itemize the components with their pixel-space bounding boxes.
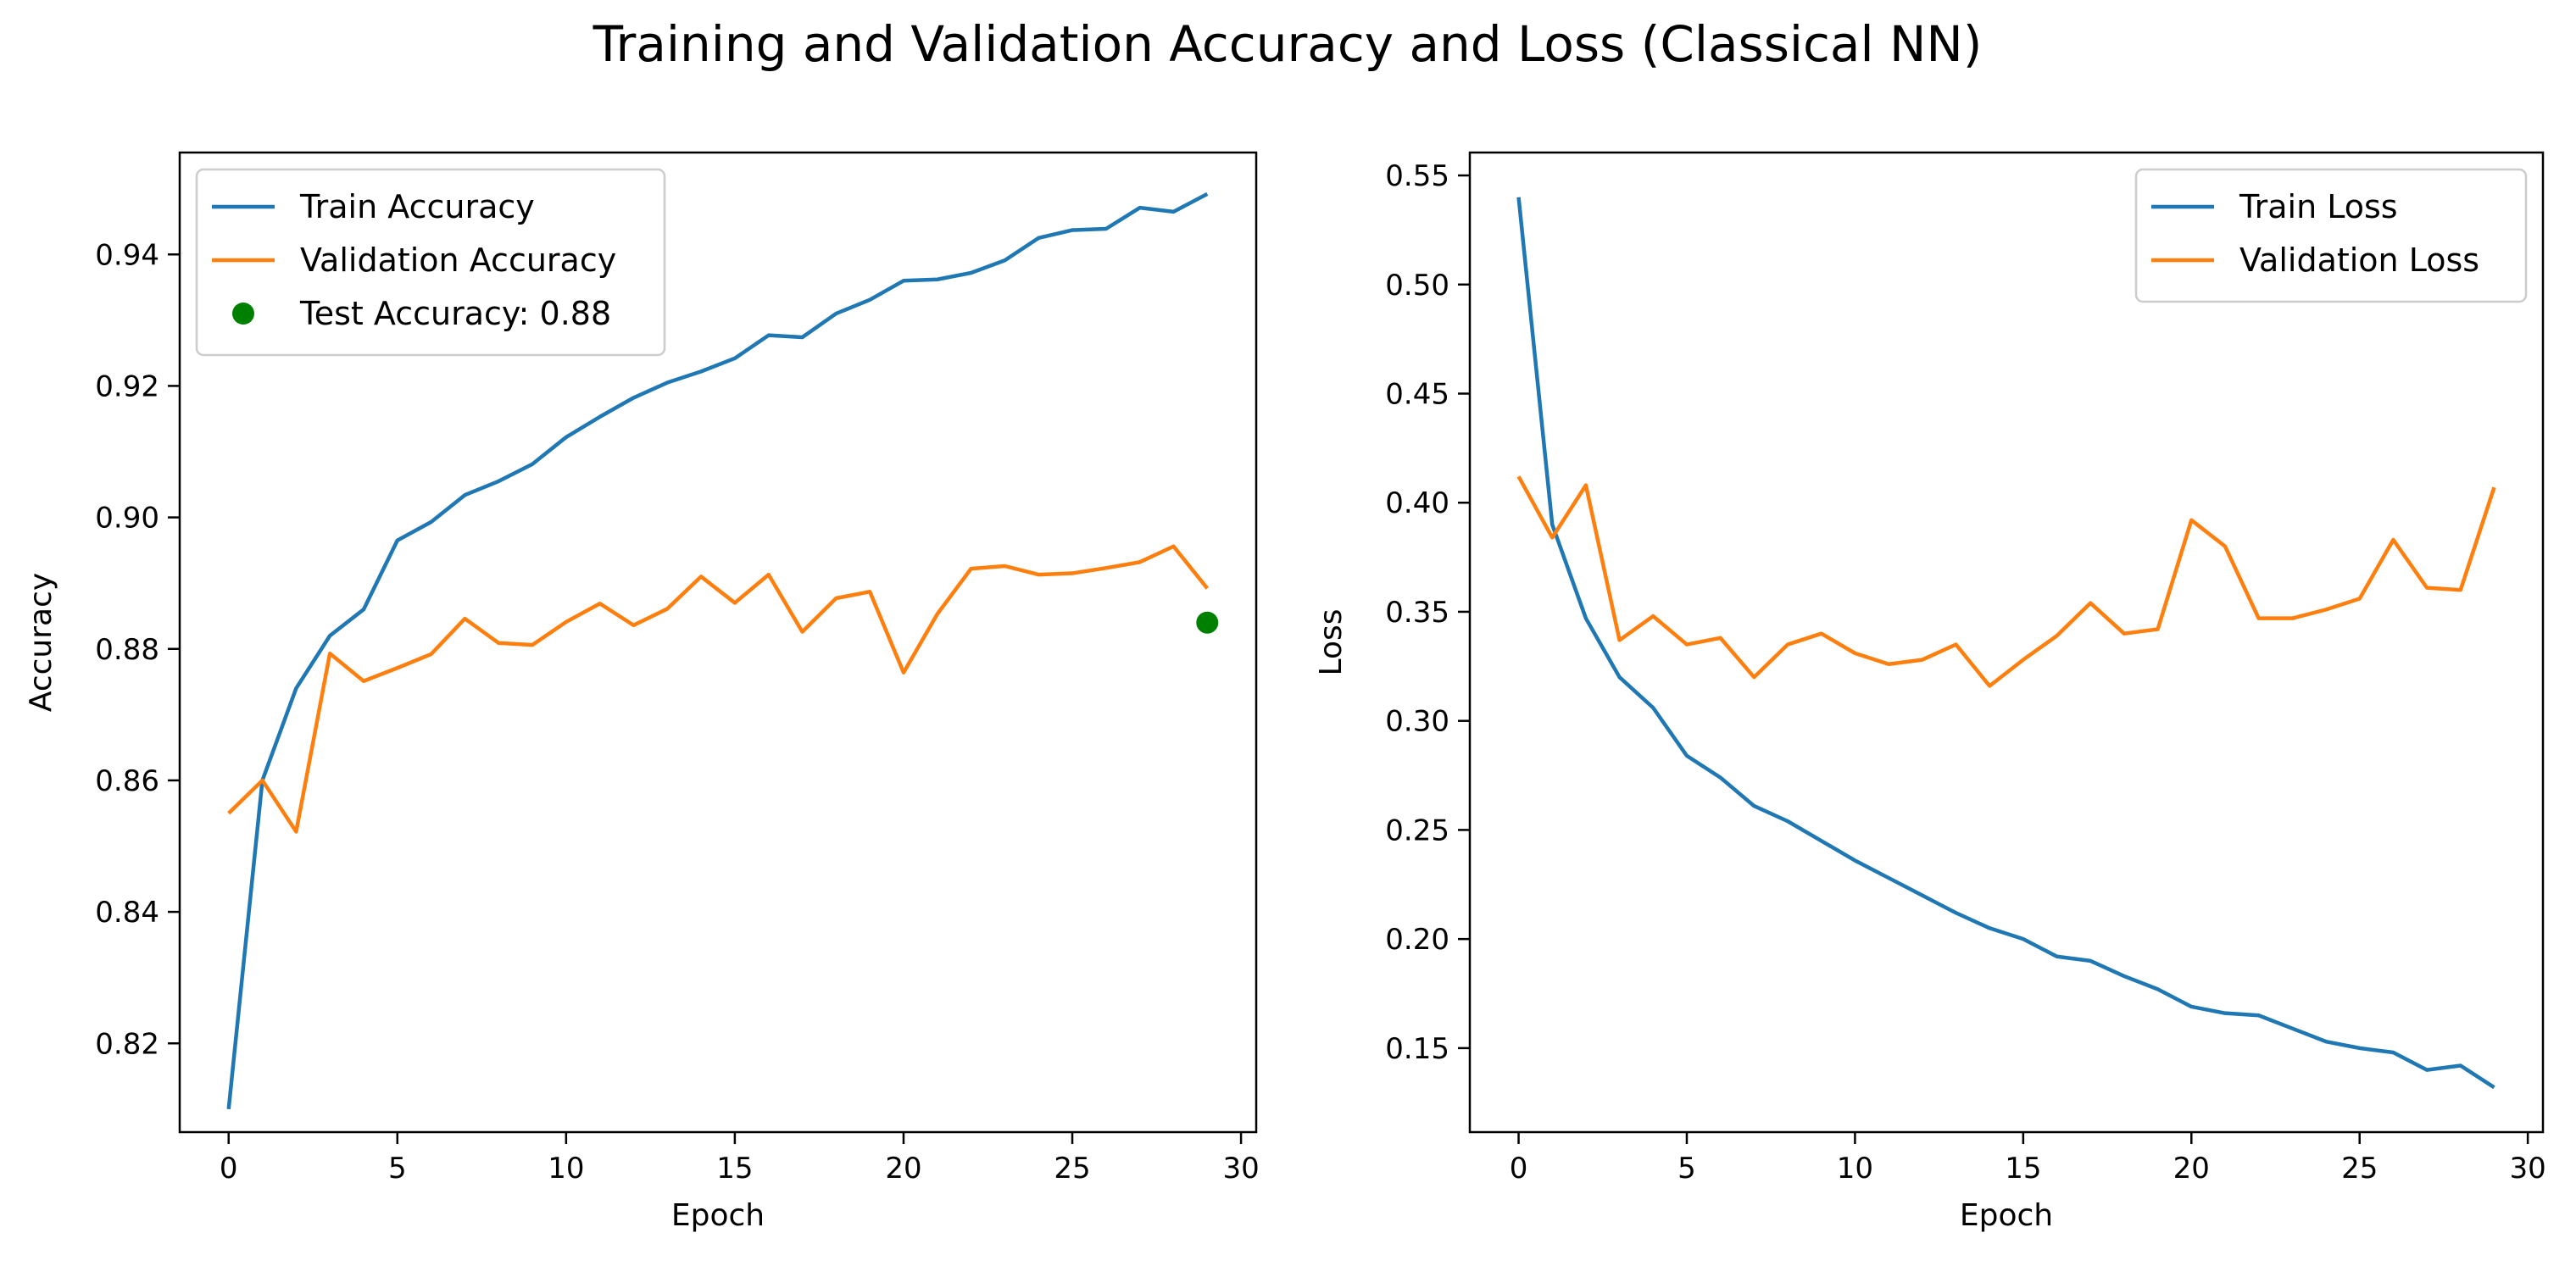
y-tick-label: 0.35 bbox=[1385, 596, 1449, 630]
x-tick-label: 15 bbox=[716, 1152, 753, 1185]
legend-label: Train Accuracy bbox=[299, 188, 535, 225]
y-tick-label: 0.50 bbox=[1385, 269, 1449, 303]
x-tick-label: 5 bbox=[1677, 1152, 1696, 1185]
legend-label: Validation Loss bbox=[2239, 242, 2479, 279]
y-tick-label: 0.82 bbox=[95, 1027, 159, 1061]
x-tick-label: 20 bbox=[885, 1152, 921, 1185]
x-tick-label: 25 bbox=[1054, 1152, 1090, 1185]
axes-frame bbox=[178, 151, 1258, 1134]
y-tick-label: 0.55 bbox=[1385, 159, 1449, 193]
loss-chart: 0 5 10 15 20 25 30 0.15 0.20 0.25 0.30 0.35 0.40 0.45… bbox=[1314, 151, 2546, 1233]
y-tick-label: 0.86 bbox=[95, 764, 159, 798]
legend-frame bbox=[2134, 168, 2528, 303]
x-tick-label: 0 bbox=[1510, 1152, 1528, 1185]
y-tick-label: 0.45 bbox=[1385, 377, 1449, 411]
series-line-train-loss bbox=[1516, 197, 2495, 1090]
x-tick-label: 20 bbox=[2173, 1152, 2210, 1185]
series-line-train-accuracy bbox=[226, 192, 1209, 1110]
y-axis-label: Accuracy bbox=[24, 573, 58, 712]
legend-frame bbox=[195, 168, 666, 357]
legend-label: Train Loss bbox=[2239, 188, 2398, 225]
series-line-validation-loss bbox=[1516, 475, 2496, 688]
y-tick-label: 0.92 bbox=[95, 369, 159, 403]
accuracy-chart: 0 5 10 15 20 25 30 0.82 0.84 0.86 0.88 0.90 0.92 0.94… bbox=[24, 151, 1260, 1233]
series-line-validation-accuracy bbox=[227, 544, 1210, 834]
y-tick-label: 0.88 bbox=[95, 633, 159, 667]
legend: Train Loss Validation Loss bbox=[2134, 168, 2528, 303]
x-tick-label: 30 bbox=[2510, 1152, 2546, 1185]
axes-frame bbox=[1468, 151, 2545, 1134]
x-tick-label: 5 bbox=[388, 1152, 407, 1185]
legend-label: Validation Accuracy bbox=[300, 242, 616, 279]
y-tick-label: 0.25 bbox=[1385, 813, 1449, 847]
x-tick-label: 25 bbox=[2341, 1152, 2378, 1185]
x-axis-label: Epoch bbox=[671, 1198, 765, 1233]
y-tick-label: 0.40 bbox=[1385, 486, 1449, 520]
y-tick-label: 0.20 bbox=[1385, 923, 1449, 957]
legend: Train Accuracy Validation Accuracy Test Ac… bbox=[195, 168, 666, 357]
x-tick-label: 10 bbox=[548, 1152, 584, 1185]
x-axis-label: Epoch bbox=[1960, 1198, 2053, 1233]
x-tick-label: 10 bbox=[1837, 1152, 1873, 1185]
legend-swatch-dot bbox=[232, 303, 254, 325]
legend-label: Test Accuracy: 0.88 bbox=[299, 295, 611, 332]
y-tick-label: 0.84 bbox=[95, 896, 159, 930]
y-axis-label: Loss bbox=[1314, 609, 1349, 676]
y-tick-label: 0.94 bbox=[95, 238, 159, 272]
figure-title: Training and Validation Accuracy and Los… bbox=[593, 15, 1983, 73]
y-tick-label: 0.30 bbox=[1385, 705, 1449, 739]
y-tick-label: 0.15 bbox=[1385, 1032, 1449, 1066]
x-tick-label: 0 bbox=[220, 1152, 238, 1185]
x-tick-label: 30 bbox=[1222, 1152, 1259, 1185]
x-tick-label: 15 bbox=[2005, 1152, 2041, 1185]
y-tick-label: 0.90 bbox=[95, 502, 159, 536]
test-accuracy-point bbox=[1196, 611, 1219, 634]
